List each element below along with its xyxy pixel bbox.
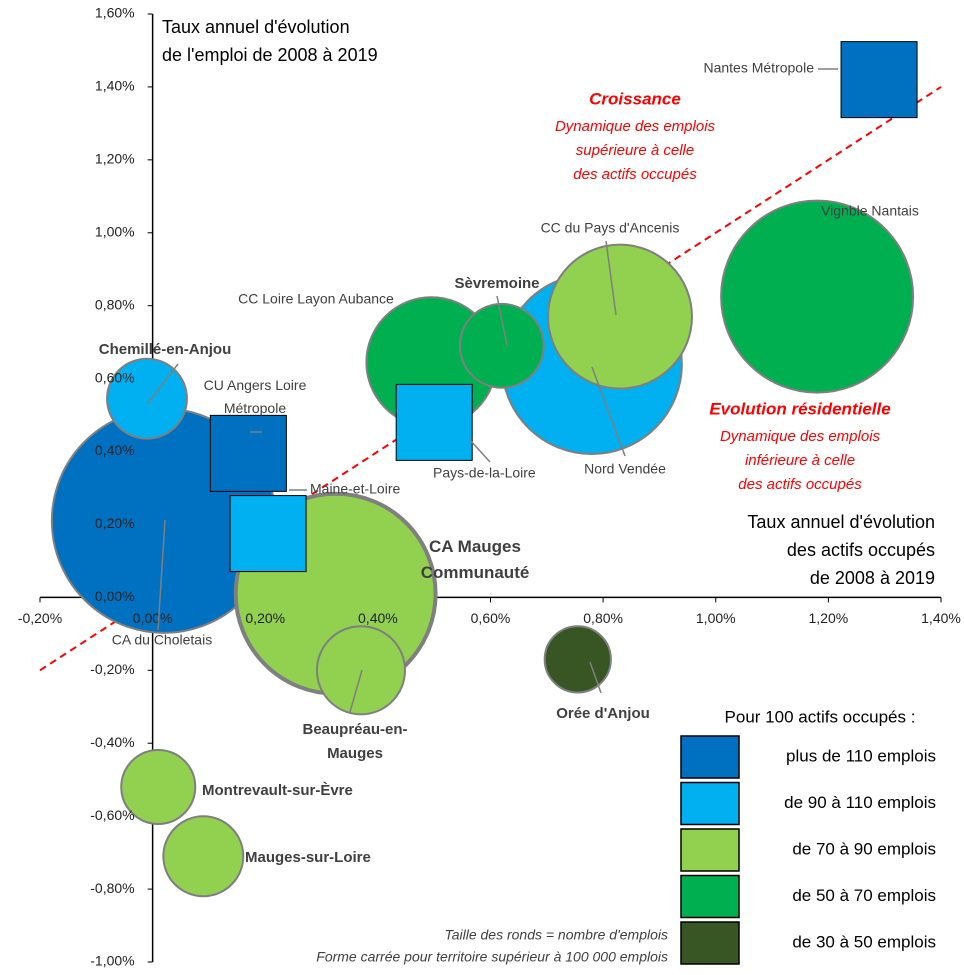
leader-line bbox=[146, 363, 179, 405]
point-label: Orée d'Anjou bbox=[556, 705, 650, 722]
y-tick-label: -0,20% bbox=[90, 661, 134, 677]
note: Forme carrée pour territoire supérieur à… bbox=[316, 949, 668, 965]
legend-swatch bbox=[680, 921, 740, 965]
x-tick-label: 0,40% bbox=[358, 610, 398, 626]
legend-title: Pour 100 actifs occupés : bbox=[725, 707, 916, 726]
point-label: Beaupréau-en-Mauges bbox=[302, 721, 407, 762]
leader-line bbox=[469, 439, 491, 463]
x-tick-label: 0,60% bbox=[471, 610, 511, 626]
legend-swatch bbox=[680, 781, 740, 826]
y-axis-title: Taux annuel d'évolution de l'emploi de 20… bbox=[162, 17, 378, 65]
x-tick-label: 0,20% bbox=[245, 610, 285, 626]
bubble bbox=[120, 748, 197, 825]
y-tick-label: 1,20% bbox=[95, 151, 135, 167]
reference-line bbox=[39, 86, 942, 672]
legend-swatch bbox=[680, 874, 740, 919]
y-tick-label: -0,80% bbox=[90, 880, 134, 896]
leader-line bbox=[496, 295, 508, 346]
square-marker bbox=[395, 383, 473, 461]
x-tick-label: 1,20% bbox=[809, 610, 849, 626]
annotation-title: Evolution résidentielle bbox=[709, 399, 890, 418]
y-tick-label: -1,00% bbox=[90, 953, 134, 969]
square-marker bbox=[229, 495, 307, 573]
point-label: CU Angers Loire Métropole bbox=[204, 377, 307, 416]
point-label: CC Loire Layon Aubance bbox=[238, 291, 394, 307]
bubble bbox=[315, 625, 407, 716]
point-label: CA Mauges Communauté bbox=[421, 537, 530, 582]
bubble bbox=[720, 199, 915, 394]
annotation-text: Dynamique des emplois inférieure à celle d… bbox=[720, 428, 881, 493]
bubble bbox=[543, 625, 612, 694]
note: Taille des ronds = nombre d'emplois bbox=[444, 927, 668, 943]
annotation-text: Dynamique des emplois supérieure à celle d… bbox=[555, 118, 716, 183]
y-tick-label: -0,40% bbox=[90, 734, 134, 750]
leader-line bbox=[589, 661, 602, 694]
legend-label: de 90 à 110 emplois bbox=[784, 793, 936, 812]
y-tick-label: 1,60% bbox=[95, 5, 135, 21]
legend-swatch bbox=[680, 735, 740, 779]
point-label: Montrevault-sur-Èvre bbox=[202, 782, 353, 799]
square-marker bbox=[209, 414, 287, 492]
legend-label: de 70 à 90 emplois bbox=[792, 839, 936, 858]
legend-label: plus de 110 emplois bbox=[786, 746, 936, 765]
point-label: CC du Pays d'Ancenis bbox=[541, 220, 680, 236]
x-axis-title: Taux annuel d'évolution des actifs occupé… bbox=[747, 512, 935, 588]
y-tick-label: 0,80% bbox=[95, 296, 135, 312]
marks bbox=[39, 41, 942, 898]
y-tick-label: 1,40% bbox=[95, 78, 135, 94]
labels: -1,00% -0,80% -0,60% -0,40% -0,20% 0,00% 0,20%… bbox=[18, 5, 961, 969]
leader-line bbox=[591, 366, 626, 457]
leader-line bbox=[157, 519, 166, 631]
point-label: Nord Vendée bbox=[584, 461, 666, 477]
x-tick-label: 0,00% bbox=[133, 610, 173, 626]
leader-line bbox=[605, 240, 617, 316]
point-label: Sèvremoine bbox=[454, 275, 539, 292]
bubble bbox=[547, 243, 693, 390]
legend-label: de 50 à 70 emplois bbox=[792, 886, 936, 905]
y-tick-label: 1,00% bbox=[95, 223, 135, 239]
legend-swatch bbox=[680, 828, 740, 872]
y-tick-label: -0,60% bbox=[90, 807, 134, 823]
leader-line bbox=[349, 669, 363, 713]
point-label: CA du Choletais bbox=[112, 632, 212, 648]
bubble bbox=[162, 815, 245, 898]
x-tick-label: 0,80% bbox=[583, 610, 623, 626]
y-tick-label: 0,60% bbox=[95, 369, 135, 385]
y-tick-label: 0,40% bbox=[95, 442, 135, 458]
y-tick-label: 0,00% bbox=[95, 588, 135, 604]
point-label: Pays-de-la-Loire bbox=[433, 465, 536, 481]
point-label: Mauges-sur-Loire bbox=[245, 849, 371, 866]
y-tick-label: 0,20% bbox=[95, 515, 135, 531]
legend-label: de 30 à 50 emplois bbox=[792, 932, 936, 951]
point-label: Chemillé-en-Anjou bbox=[99, 341, 232, 358]
point-label: Maine-et-Loire bbox=[310, 481, 400, 497]
bubble bbox=[458, 302, 545, 389]
square-marker bbox=[840, 41, 918, 119]
point-label: Vignble Nantais bbox=[821, 203, 919, 219]
x-tick-label: 1,00% bbox=[696, 610, 736, 626]
annotation-title: Croissance bbox=[589, 89, 681, 108]
x-tick-label: -0,20% bbox=[18, 610, 62, 626]
x-tick-label: 1,40% bbox=[921, 610, 961, 626]
point-label: Nantes Métropole bbox=[703, 60, 814, 76]
